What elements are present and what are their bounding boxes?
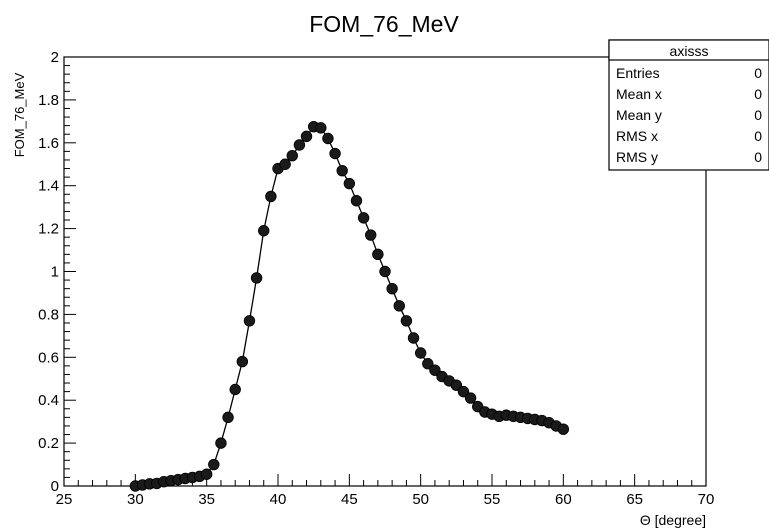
data-point bbox=[393, 300, 405, 312]
data-point bbox=[222, 411, 234, 424]
data-point bbox=[243, 315, 256, 327]
stats-row-value: 0 bbox=[754, 107, 762, 123]
stats-row-label: Mean x bbox=[616, 86, 662, 102]
x-tick-label: 50 bbox=[412, 491, 429, 508]
data-point bbox=[279, 158, 291, 170]
y-tick-label: 1.2 bbox=[38, 221, 59, 238]
data-point bbox=[265, 190, 277, 203]
data-point bbox=[429, 364, 441, 376]
data-point bbox=[250, 272, 263, 284]
stats-row-value: 0 bbox=[754, 149, 762, 165]
y-tick-label: 0.2 bbox=[38, 435, 59, 452]
x-axis-label: Θ [degree] bbox=[640, 512, 706, 528]
y-tick-label: 1.8 bbox=[38, 92, 59, 109]
data-point bbox=[422, 358, 434, 370]
x-tick-label: 65 bbox=[626, 491, 643, 508]
data-point bbox=[200, 468, 213, 480]
data-point bbox=[414, 347, 427, 359]
stats-box-title: axisss bbox=[670, 43, 709, 59]
x-tick-label: 35 bbox=[198, 491, 215, 508]
data-point bbox=[300, 130, 313, 143]
x-tick-label: 40 bbox=[270, 491, 287, 508]
data-point bbox=[457, 385, 470, 398]
y-tick-label: 2 bbox=[51, 49, 59, 66]
x-tick-label: 60 bbox=[555, 491, 572, 508]
data-point bbox=[315, 122, 327, 134]
data-point bbox=[386, 282, 398, 295]
data-point bbox=[329, 147, 341, 160]
stats-row-value: 0 bbox=[754, 86, 762, 102]
data-point bbox=[215, 437, 227, 449]
x-tick-label: 70 bbox=[698, 491, 715, 508]
stats-row-value: 0 bbox=[754, 128, 762, 144]
stats-rows: Entries 0 Mean x 0 Mean y 0 RMS x 0 RMS y 0 bbox=[616, 65, 762, 165]
x-tick-label: 25 bbox=[56, 491, 73, 508]
y-tick-label: 0.8 bbox=[38, 306, 59, 323]
data-point bbox=[357, 212, 370, 224]
y-tick-label: 1 bbox=[51, 264, 59, 281]
y-tick-label: 1.4 bbox=[38, 178, 59, 195]
data-point bbox=[407, 332, 420, 344]
data-point bbox=[229, 383, 241, 396]
data-point bbox=[400, 315, 413, 327]
data-point bbox=[379, 265, 391, 278]
x-tick-label: 55 bbox=[484, 491, 501, 508]
data-point bbox=[286, 149, 298, 162]
stats-row-label: Mean y bbox=[616, 107, 662, 123]
data-point bbox=[208, 458, 220, 471]
stats-box-header bbox=[608, 39, 769, 61]
data-point bbox=[365, 229, 377, 241]
tick-labels: 25 30 35 40 45 50 55 60 65 70 0 0.2 0.4 0.6 0.8 1 1.2 1.4… bbox=[38, 49, 714, 508]
stats-row-label: RMS x bbox=[616, 128, 658, 144]
data-point bbox=[557, 423, 570, 435]
y-tick-label: 0.4 bbox=[38, 392, 59, 409]
chart-title: FOM_76_MeV bbox=[309, 11, 459, 37]
data-point bbox=[336, 164, 348, 177]
y-tick-label: 1.6 bbox=[38, 135, 59, 152]
x-tick-label: 45 bbox=[341, 491, 358, 508]
y-tick-label: 0 bbox=[51, 478, 59, 495]
data-point bbox=[464, 392, 477, 404]
data-point bbox=[350, 195, 363, 207]
data-points bbox=[129, 121, 570, 492]
stats-row-label: Entries bbox=[616, 65, 660, 81]
x-tick-label: 30 bbox=[127, 491, 144, 508]
y-axis-label: FOM_76_MeV bbox=[12, 72, 27, 157]
data-point bbox=[450, 379, 463, 391]
data-point bbox=[372, 248, 384, 261]
y-tick-label: 0.6 bbox=[38, 349, 59, 366]
data-point bbox=[322, 132, 334, 145]
stats-box: axisss Entries 0 Mean x 0 Mean y 0 RMS x 0 RMS y… bbox=[608, 39, 769, 171]
data-point bbox=[236, 355, 249, 368]
stats-row-label: RMS y bbox=[616, 149, 658, 165]
stats-box-frame bbox=[608, 39, 769, 171]
data-point bbox=[293, 139, 306, 151]
data-point bbox=[258, 225, 270, 237]
data-point bbox=[343, 177, 356, 190]
stats-row-value: 0 bbox=[754, 65, 762, 81]
